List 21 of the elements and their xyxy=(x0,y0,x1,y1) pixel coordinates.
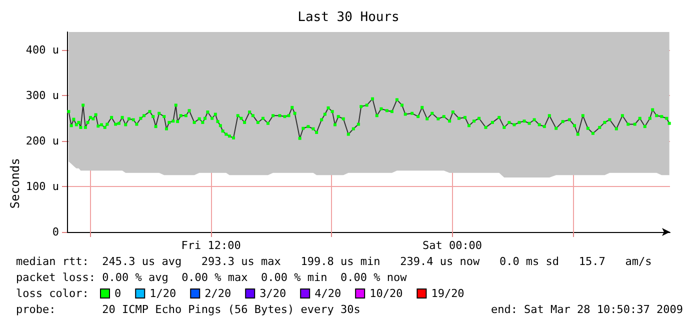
text: probe: 20 ICMP Echo Pings (56 Bytes) every 30s xyxy=(16,303,360,316)
text: packet loss: 0.00 % avg 0.00 % max 0.00 % min 0.00 % now xyxy=(16,271,408,284)
x-tick-label: Fri 12:00 xyxy=(181,239,241,252)
legend-label: 1/20 xyxy=(150,287,176,300)
legend-label: 3/20 xyxy=(260,287,286,300)
legend-title: loss color: xyxy=(16,287,89,300)
legend-label: 4/20 xyxy=(314,287,342,300)
y-tick-label: 400 u xyxy=(26,44,59,57)
chart-title: Last 30 Hours xyxy=(298,10,400,25)
legend-label: 19/20 xyxy=(431,287,464,300)
y-tick-label: 300 u xyxy=(26,89,59,102)
text: end: Sat Mar 28 10:50:37 2009 xyxy=(490,303,684,316)
legend-label: 2/20 xyxy=(204,287,232,300)
y-tick-label: 100 u xyxy=(26,180,59,194)
y-tick-label: 200 u xyxy=(26,134,59,148)
y-axis-title: Seconds xyxy=(8,158,22,209)
text: median rtt: 245.3 us avg 293.3 us max 199.8 us min 239.4 us now 0.0 ms sd 15.7 am/s xyxy=(16,255,652,268)
x-tick-label: Sat 00:00 xyxy=(422,239,482,252)
y-tick-label: 0 xyxy=(52,226,59,238)
legend-label: 10/20 xyxy=(370,287,403,300)
legend-label: 0 xyxy=(114,287,122,300)
